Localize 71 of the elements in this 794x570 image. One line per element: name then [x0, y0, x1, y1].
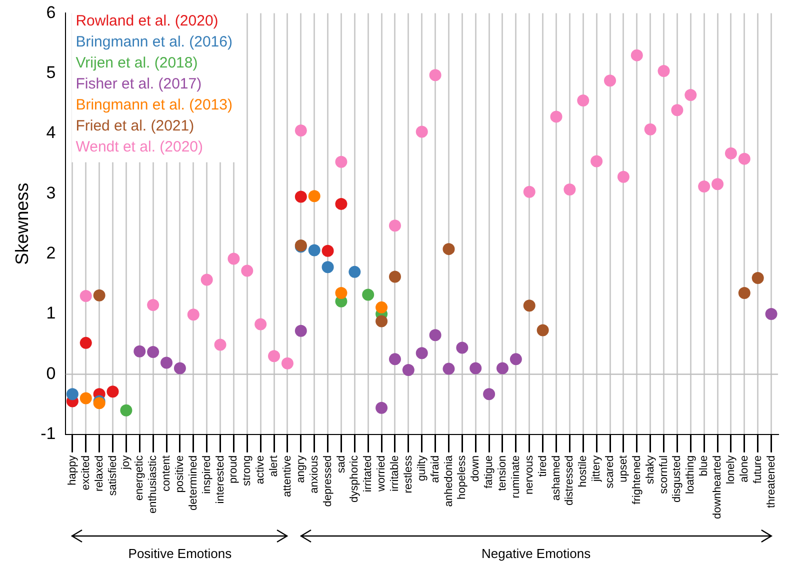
x-tick-label: downhearted: [712, 455, 724, 520]
x-tick-label: blue: [698, 455, 710, 476]
x-tick-label: content: [160, 455, 173, 492]
x-tick-label: anhedonia: [442, 454, 455, 507]
x-tick-label: enthusiastic: [147, 454, 160, 514]
y-tick-label: 4: [46, 123, 56, 142]
x-tick-label: guilty: [416, 454, 428, 482]
x-tick-label: distressed: [564, 455, 576, 506]
x-tick-label: inspired: [200, 455, 213, 494]
x-tick-label: interested: [214, 455, 226, 504]
x-tick-label: irritable: [389, 455, 402, 492]
x-tick-label: active: [254, 455, 267, 484]
text: Bringmann et al. (2016): [76, 33, 232, 50]
text: Fried et al. (2021): [76, 117, 194, 134]
x-tick-label: ruminate: [510, 455, 522, 498]
y-tick-label: 6: [46, 2, 56, 22]
text: Vrijen et al. (2018): [76, 54, 198, 72]
x-tick-label: positive: [174, 455, 186, 493]
text: Negative Emotions: [482, 546, 591, 561]
text: Wendt et al. (2020): [76, 138, 204, 156]
x-tick-label: irritated: [362, 455, 374, 492]
text: Positive Emotions: [128, 546, 232, 561]
x-tick-label: sad: [335, 455, 348, 474]
x-tick-label: loathing: [684, 455, 697, 494]
x-tick-label: hostile: [577, 455, 590, 488]
x-tick-label: dysphoric: [348, 454, 361, 502]
x-tick-label: energetic: [134, 454, 146, 501]
x-tick-label: future: [752, 455, 764, 484]
x-tick-label: worried: [376, 455, 388, 492]
x-tick-label: alert: [268, 455, 280, 477]
x-tick-label: strong: [241, 455, 254, 486]
y-tick-label: 5: [46, 63, 56, 82]
x-tick-label: shaky: [644, 454, 656, 484]
x-tick-label: hopeless: [456, 454, 468, 500]
x-tick-label: threatened: [765, 455, 778, 508]
x-tick-label: fatigue: [483, 455, 496, 488]
x-tick-label: attentive: [281, 455, 294, 497]
x-tick-label: satisfied: [106, 455, 119, 496]
x-tick-label: jittery: [590, 454, 603, 483]
x-tick-label: restless: [402, 454, 414, 494]
x-tick-label: proud: [228, 455, 240, 484]
x-tick-label: depressed: [322, 455, 334, 507]
text: Rowland et al. (2020): [76, 12, 218, 30]
x-tick-label: lonely: [724, 454, 737, 484]
x-tick-label: relaxed: [93, 455, 106, 492]
text: Bringmann et al. (2013): [76, 96, 232, 114]
x-tick-label: scared: [604, 455, 616, 488]
y-tick-label: 1: [46, 304, 56, 323]
x-tick-label: angry: [294, 454, 307, 483]
x-tick-label: disgusted: [671, 455, 684, 502]
x-tick-label: upset: [617, 455, 630, 482]
y-tick-label: 2: [46, 244, 56, 263]
x-tick-label: anxious: [308, 454, 320, 494]
x-tick-label: afraid: [429, 455, 442, 483]
y-axis-title: Skewness: [12, 182, 32, 265]
x-tick-label: scornful: [658, 455, 670, 494]
x-tick-label: joy: [120, 454, 132, 470]
x-tick-label: ashamed: [550, 455, 562, 501]
y-tick-label: 3: [46, 183, 56, 202]
x-tick-label: nervous: [523, 454, 536, 495]
x-tick-label: happy: [66, 454, 78, 486]
y-tick-label: 0: [46, 364, 56, 383]
x-tick-label: determined: [187, 455, 200, 510]
x-tick-label: tired: [536, 455, 549, 477]
y-tick-label: -1: [40, 424, 56, 444]
x-tick-label: excited: [80, 455, 92, 490]
x-tick-label: frightened: [630, 455, 643, 504]
text: Fisher et al. (2017): [76, 75, 202, 92]
x-tick-label: tension: [496, 455, 509, 491]
x-tick-label: alone: [738, 455, 750, 482]
x-tick-label: down: [470, 455, 482, 482]
